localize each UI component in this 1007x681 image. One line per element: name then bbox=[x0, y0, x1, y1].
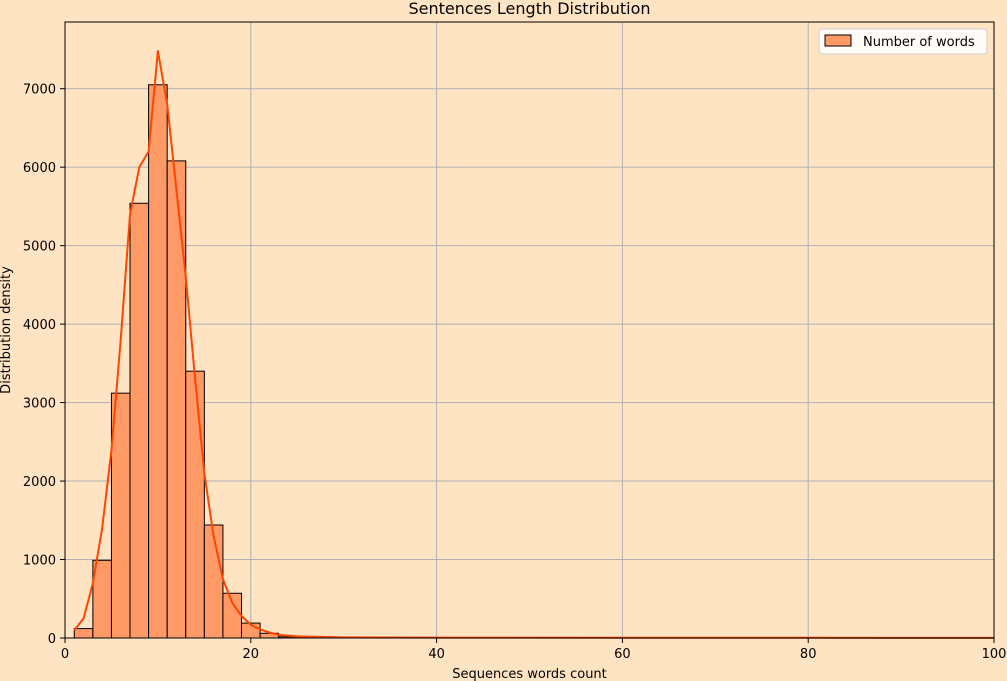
y-tick-label: 1000 bbox=[23, 554, 56, 569]
kde-line bbox=[73, 50, 995, 639]
y-tick-label: 3000 bbox=[23, 397, 56, 412]
chart-title: Sentences Length Distribution bbox=[408, 0, 650, 18]
y-tick-label: 5000 bbox=[23, 240, 56, 255]
y-tick-label: 0 bbox=[48, 632, 56, 647]
legend-swatch bbox=[824, 34, 852, 47]
ticks-layer: 0 20 40 60 80 1000100020003000400050006000700… bbox=[23, 83, 1007, 662]
x-tick-label: 20 bbox=[243, 647, 260, 662]
histogram-bar bbox=[222, 592, 243, 639]
histogram-bar bbox=[129, 202, 150, 639]
legend-box bbox=[818, 28, 988, 55]
legend: Number of words bbox=[818, 28, 988, 55]
y-tick-label: 4000 bbox=[23, 318, 56, 333]
kde-layer bbox=[73, 50, 995, 639]
x-tick-label: 0 bbox=[61, 647, 69, 662]
bars-layer bbox=[73, 84, 373, 639]
y-axis-label: Distribution density bbox=[0, 266, 14, 394]
histogram-bar bbox=[73, 628, 94, 639]
y-tick-label: 7000 bbox=[23, 83, 56, 98]
y-tick-label: 2000 bbox=[23, 475, 56, 490]
legend-label: Number of words bbox=[863, 35, 975, 50]
histogram-bar bbox=[166, 160, 187, 639]
x-tick-label: 60 bbox=[614, 647, 631, 662]
histogram-bar bbox=[203, 524, 224, 639]
x-axis-label: Sequences words count bbox=[452, 667, 607, 681]
x-tick-label: 40 bbox=[428, 647, 445, 662]
histogram-bar bbox=[148, 84, 168, 639]
histogram-bar bbox=[185, 370, 205, 639]
histogram-bar bbox=[110, 392, 131, 639]
x-tick-label: 100 bbox=[982, 647, 1007, 662]
plot-frame bbox=[64, 21, 995, 639]
y-tick-label: 6000 bbox=[23, 161, 56, 176]
x-tick-label: 80 bbox=[800, 647, 817, 662]
